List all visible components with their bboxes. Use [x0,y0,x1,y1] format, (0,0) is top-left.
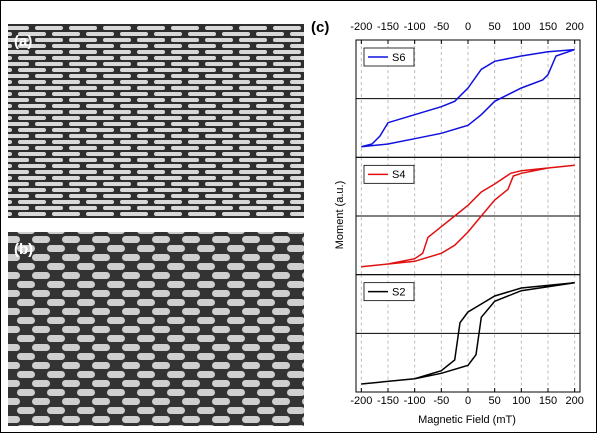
x-tick-label: -50 [433,395,449,407]
legend-box [363,282,415,302]
x-tick-label: -100 [404,395,426,407]
plot-frame [355,274,581,393]
x-axis-label: Magnetic Field (mT) [418,414,516,426]
x-tick-label: 200 [565,21,583,33]
sem-image-a [8,24,304,218]
legend-label: S2 [392,287,405,299]
x-tick-label: 0 [465,21,471,33]
loop-line [361,48,575,148]
x-tick-label: -200 [350,21,372,33]
x-tick-label: 200 [565,395,583,407]
x-tick-label: 150 [539,395,557,407]
y-axis-label: Moment (a.u.) [334,181,346,249]
panel-label: (c) [311,19,329,36]
legend-label: S6 [392,52,405,64]
x-tick-label: 50 [489,21,501,33]
x-tick-label: -200 [350,395,372,407]
x-tick-label: -150 [377,395,399,407]
x-tick-label: -150 [377,21,399,33]
panel-label: (b) [14,241,33,258]
loop-line [361,281,575,385]
x-tick-label: -100 [404,21,426,33]
x-tick-label: 50 [489,395,501,407]
loop-line [361,164,575,268]
x-tick-label: 100 [512,395,530,407]
panel-label: (a) [14,33,32,50]
x-tick-label: 100 [512,21,530,33]
legend-label: S4 [392,169,405,181]
x-tick-label: 0 [465,395,471,407]
legend-box [363,164,415,184]
sem-image-b [8,232,304,426]
legend-box [363,47,415,67]
x-tick-label: 150 [539,21,557,33]
x-tick-label: -50 [433,21,449,33]
